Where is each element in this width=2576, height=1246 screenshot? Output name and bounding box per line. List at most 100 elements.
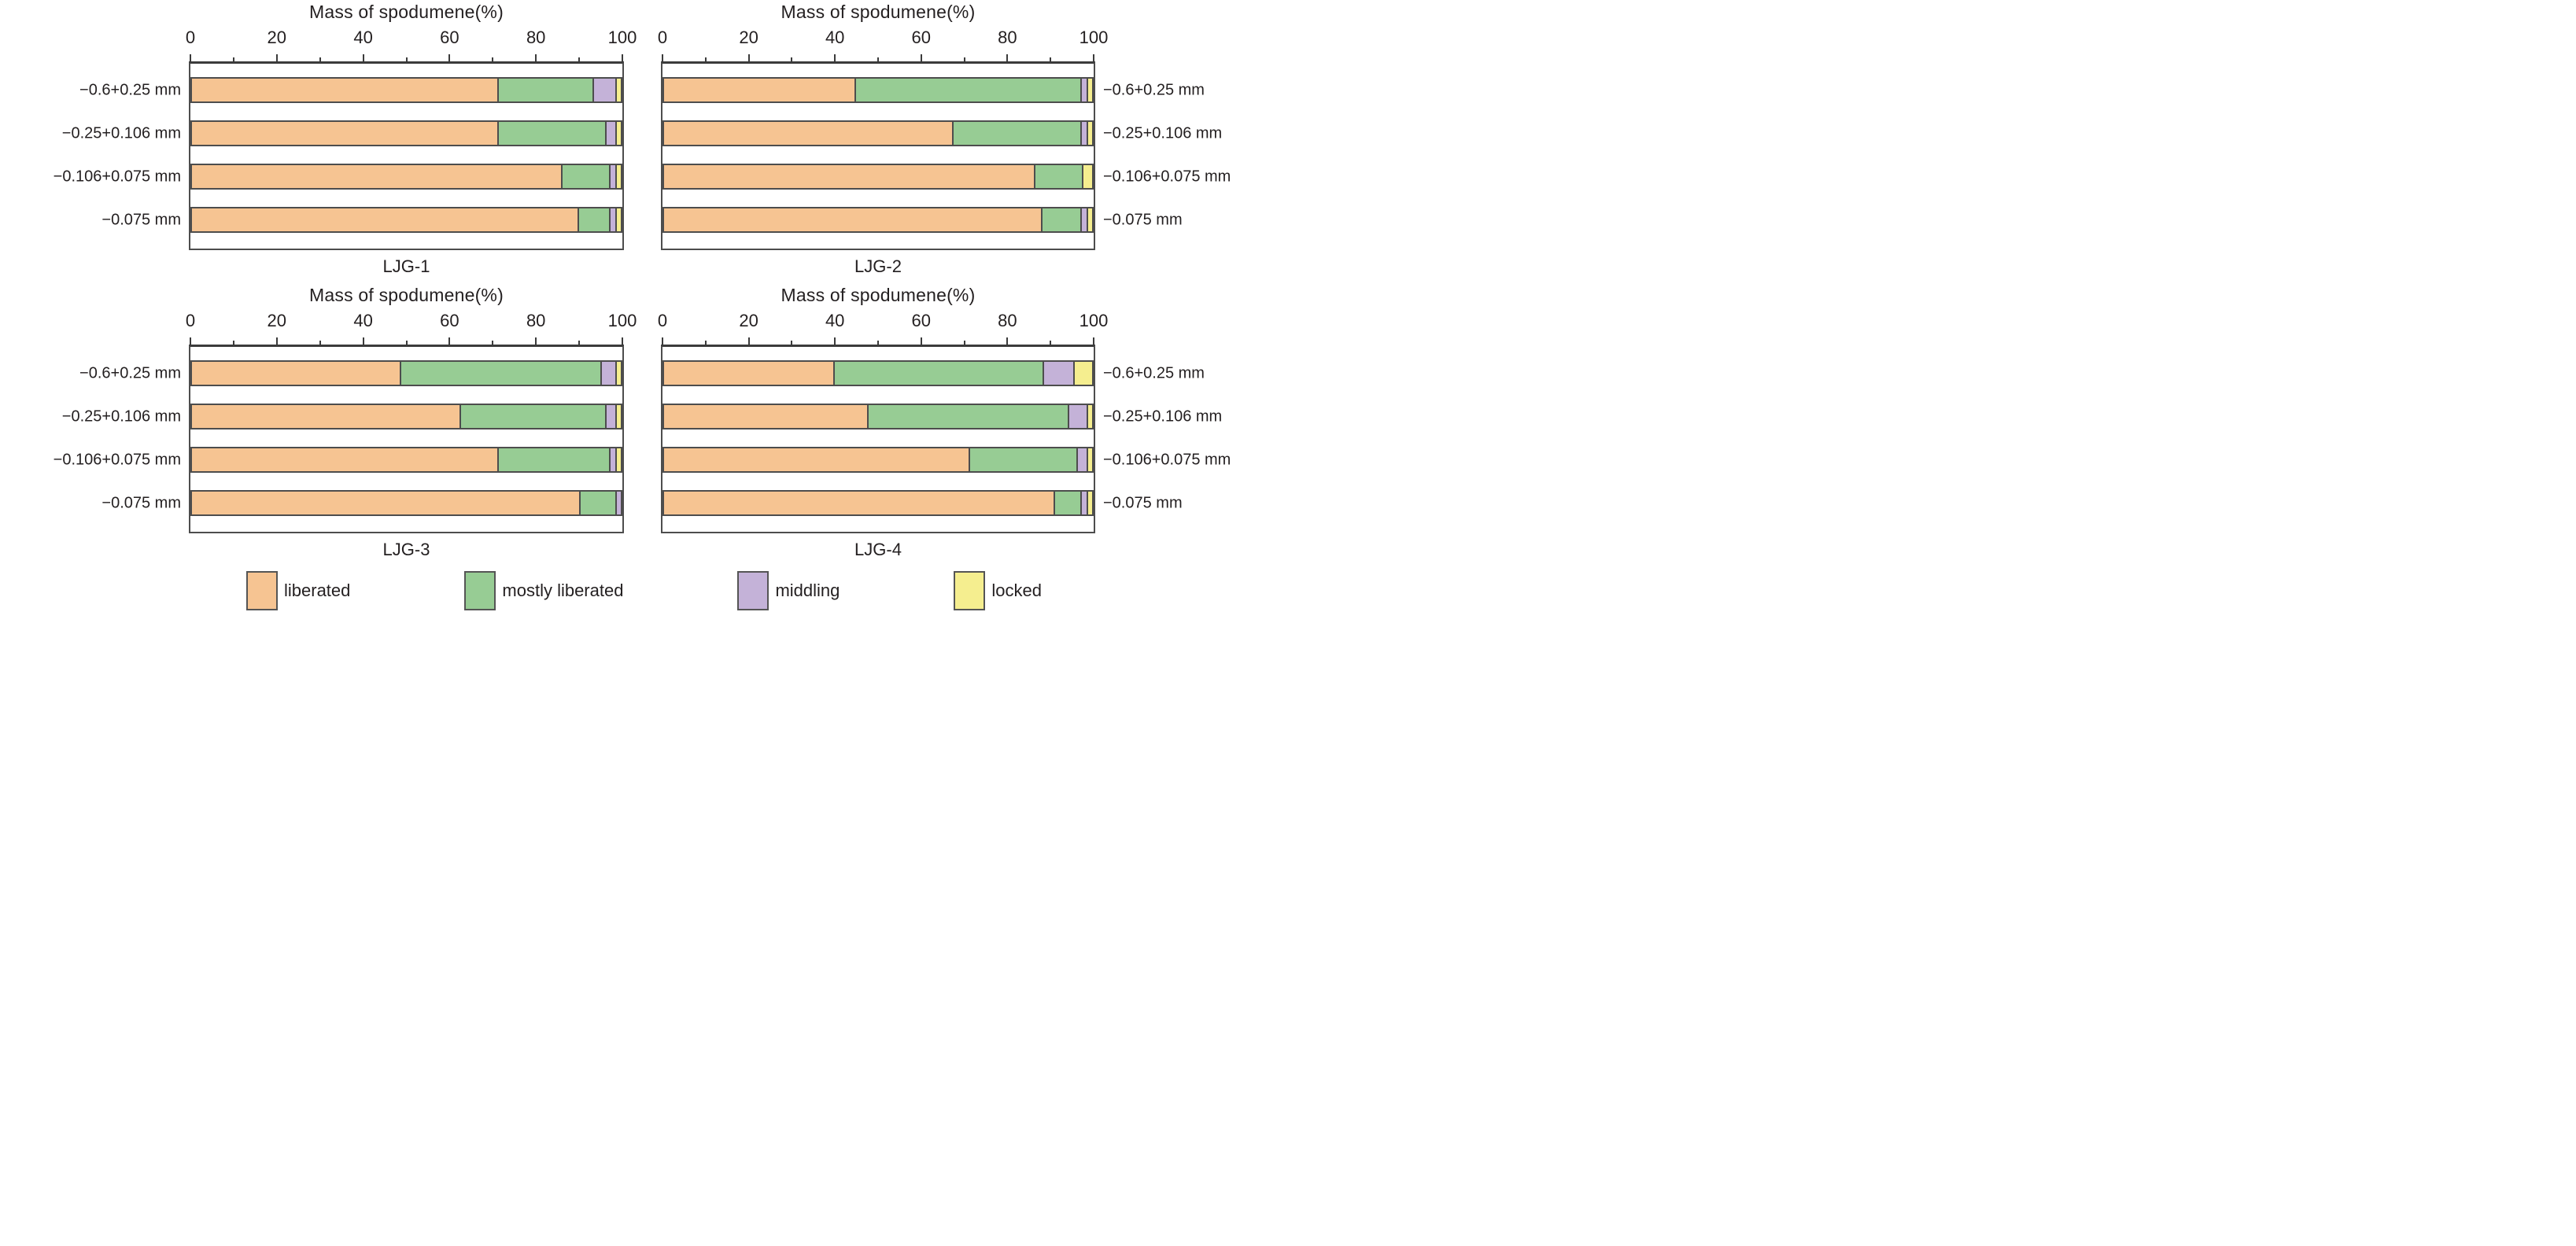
x-axis-major-tick bbox=[448, 54, 451, 61]
x-axis-major-tick bbox=[448, 337, 451, 345]
x-axis-minor-tick bbox=[963, 57, 965, 61]
stacked-bar bbox=[662, 404, 1094, 429]
x-axis-tick-label: 60 bbox=[440, 28, 459, 47]
x-axis-minor-tick bbox=[405, 57, 408, 61]
x-axis-tick-label: 80 bbox=[998, 311, 1017, 330]
category-label: −0.075 mm bbox=[101, 494, 181, 511]
category-label: −0.106+0.075 mm bbox=[1103, 451, 1231, 468]
stacked-bar bbox=[662, 360, 1094, 386]
chart-ljg-1: Mass of spodumene(%) 0 20 40 60 80 100 −0.6+0.… bbox=[54, 2, 637, 276]
chart-name-label: LJG-3 bbox=[382, 540, 430, 559]
legend-label: mostly liberated bbox=[502, 581, 624, 600]
legend-item-liberated: liberated bbox=[246, 571, 350, 610]
x-axis-tick-label: 80 bbox=[998, 28, 1017, 47]
category-label: −0.6+0.25 mm bbox=[79, 364, 181, 382]
bar-segment-locked bbox=[614, 208, 621, 231]
legend-swatch-locked bbox=[954, 571, 986, 610]
x-axis-title: Mass of spodumene(%) bbox=[781, 2, 976, 22]
category-label: −0.075 mm bbox=[1103, 494, 1183, 511]
x-axis-major-tick bbox=[747, 54, 750, 61]
x-axis-tick-label: 60 bbox=[911, 28, 932, 47]
x-axis-minor-tick bbox=[704, 57, 707, 61]
x-axis-major-tick bbox=[1093, 54, 1094, 61]
x-axis-minor-tick bbox=[405, 341, 408, 345]
category-label: −0.6+0.25 mm bbox=[1103, 81, 1205, 98]
plot-area-ljg-4: 0 20 40 60 80 100 −0.6+0.25 mm −0.25+0.106 mm −0… bbox=[658, 311, 1231, 533]
x-axis-minor-tick bbox=[963, 341, 965, 345]
bar-segment-liberated bbox=[192, 362, 400, 385]
bar-segment-liberated bbox=[664, 208, 1041, 231]
x-axis-tick-label: 40 bbox=[825, 28, 845, 47]
bar-segment-mostly-liberated bbox=[497, 122, 605, 145]
bar-segment-mostly-liberated bbox=[400, 362, 601, 385]
stacked-bar bbox=[662, 77, 1094, 103]
bar-segment-liberated bbox=[192, 405, 459, 428]
x-axis-major-tick bbox=[920, 337, 922, 345]
legend-item-middling: middling bbox=[737, 571, 840, 610]
stacked-bar bbox=[190, 207, 622, 233]
bar-segment-liberated bbox=[664, 492, 1054, 514]
bar-segment-mostly-liberated bbox=[867, 405, 1068, 428]
category-label: −0.25+0.106 mm bbox=[61, 407, 181, 425]
plot-area-ljg-3: 0 20 40 60 80 100 −0.6+0.25 mm −0.25+0.106 mm −0… bbox=[54, 311, 637, 533]
legend-label: liberated bbox=[284, 581, 351, 600]
chart-ljg-3: Mass of spodumene(%) 0 20 40 60 80 100 −0.6+0.… bbox=[54, 285, 637, 559]
bar-segment-middling bbox=[609, 165, 615, 188]
category-label: −0.6+0.25 mm bbox=[1103, 364, 1205, 382]
x-axis-major-tick bbox=[1006, 54, 1009, 61]
x-axis-tick-label: 100 bbox=[607, 311, 637, 330]
bar-segment-locked bbox=[614, 405, 621, 428]
x-axis-minor-tick bbox=[492, 57, 494, 61]
x-axis-minor-tick bbox=[232, 341, 234, 345]
bar-segment-mostly-liberated bbox=[833, 362, 1043, 385]
x-axis-major-tick bbox=[662, 337, 663, 345]
stacked-bar bbox=[662, 207, 1094, 233]
x-axis-tick-label: 40 bbox=[353, 311, 373, 330]
x-axis-major-tick bbox=[1006, 337, 1009, 345]
bar-segment-mostly-liberated bbox=[497, 79, 592, 101]
bar-segment-locked bbox=[1086, 405, 1092, 428]
category-label: −0.25+0.106 mm bbox=[1103, 407, 1223, 425]
x-axis-minor-tick bbox=[704, 341, 707, 345]
stacked-bar bbox=[190, 490, 622, 516]
chart-name-label: LJG-4 bbox=[854, 540, 902, 559]
x-axis-major-tick bbox=[834, 54, 836, 61]
bar-segment-liberated bbox=[664, 122, 952, 145]
category-label: −0.075 mm bbox=[1103, 211, 1183, 228]
x-axis-tick-label: 0 bbox=[657, 311, 668, 330]
bar-segment-liberated bbox=[192, 492, 580, 514]
bar-segment-middling bbox=[600, 362, 615, 385]
x-axis-major-tick bbox=[834, 337, 836, 345]
stacked-bar bbox=[662, 447, 1094, 473]
bar-segment-liberated bbox=[664, 79, 855, 101]
bar-segment-middling bbox=[1080, 79, 1087, 101]
x-axis-tick-label: 80 bbox=[526, 311, 546, 330]
x-axis-major-tick bbox=[275, 54, 278, 61]
x-axis-tick-label: 100 bbox=[1079, 311, 1109, 330]
bar-segment-middling bbox=[1080, 122, 1087, 145]
bar-segment-locked bbox=[1086, 448, 1092, 471]
x-axis-tick-label: 80 bbox=[526, 28, 546, 47]
bar-segment-middling bbox=[604, 122, 615, 145]
x-axis-major-tick bbox=[622, 337, 623, 345]
bar-segment-liberated bbox=[192, 122, 498, 145]
x-axis-major-tick bbox=[190, 337, 191, 345]
stacked-bar bbox=[190, 447, 622, 473]
x-axis-major-tick bbox=[1093, 337, 1094, 345]
bar-segment-liberated bbox=[664, 405, 868, 428]
legend-label: locked bbox=[991, 581, 1042, 600]
x-axis-minor-tick bbox=[1050, 341, 1052, 345]
bar-segment-mostly-liberated bbox=[497, 448, 610, 471]
x-axis-minor-tick bbox=[877, 341, 879, 345]
bar-segment-middling bbox=[1076, 448, 1087, 471]
bar-segment-mostly-liberated bbox=[459, 405, 605, 428]
legend-label: middling bbox=[775, 581, 840, 600]
legend-swatch-middling bbox=[737, 571, 769, 610]
x-axis-tick-label: 60 bbox=[911, 311, 932, 330]
bar-segment-mostly-liberated bbox=[578, 208, 610, 231]
stacked-bar bbox=[190, 404, 622, 429]
category-label: −0.075 mm bbox=[101, 211, 181, 228]
bar-segment-middling bbox=[614, 492, 621, 514]
x-axis-tick-label: 40 bbox=[825, 311, 845, 330]
x-axis-minor-tick bbox=[232, 57, 234, 61]
